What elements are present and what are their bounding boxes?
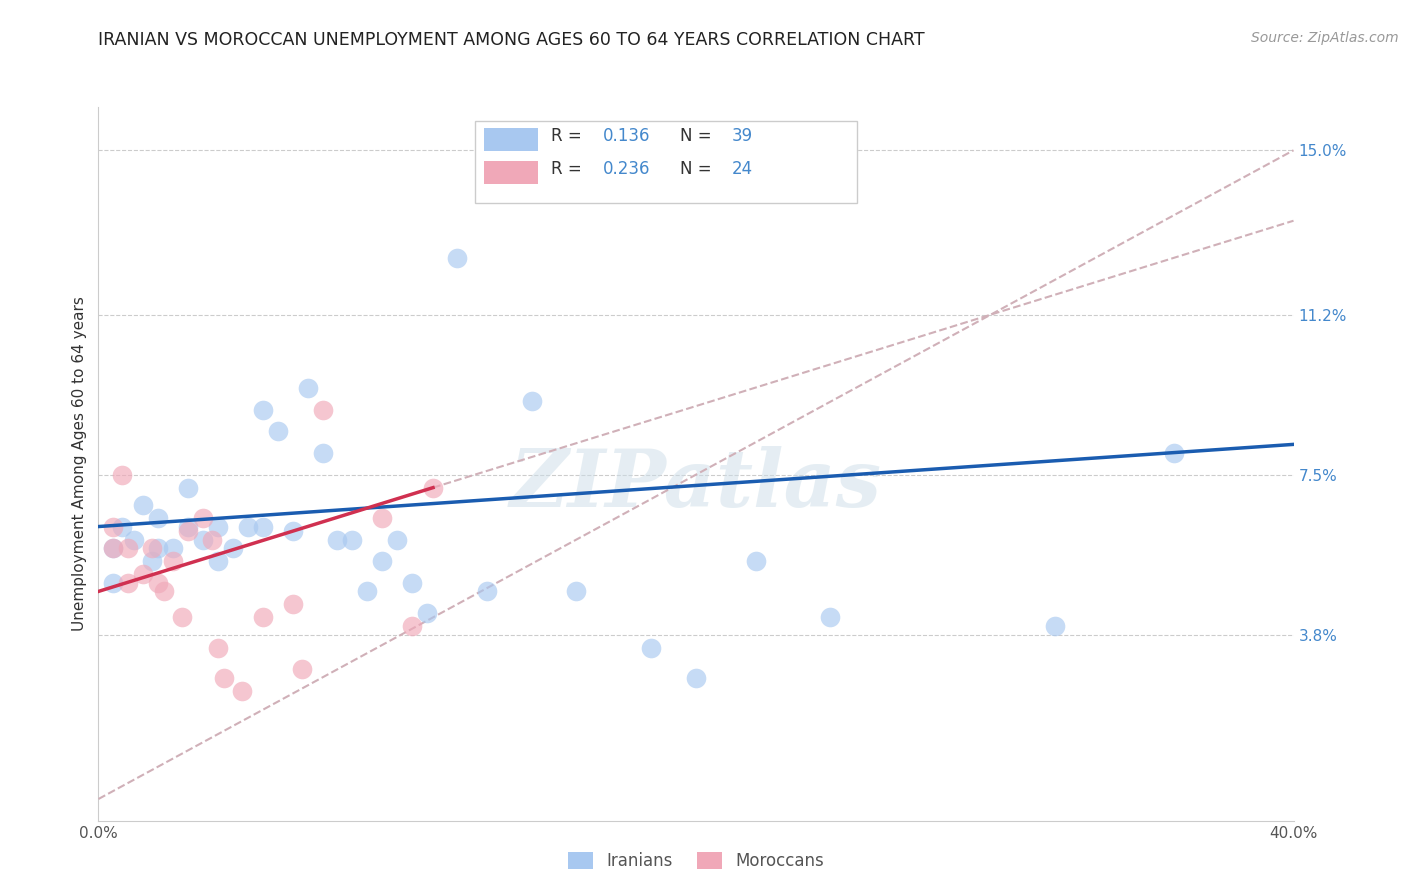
Text: 39: 39	[733, 127, 754, 145]
Point	[201, 533, 224, 547]
Point	[297, 381, 319, 395]
Point	[117, 575, 139, 590]
Text: 24: 24	[733, 161, 754, 178]
Point	[141, 554, 163, 568]
Point	[371, 511, 394, 525]
Text: N =: N =	[681, 127, 717, 145]
Point	[401, 575, 423, 590]
Point	[291, 662, 314, 676]
Point	[1043, 619, 1066, 633]
Point	[132, 498, 155, 512]
Point	[640, 640, 662, 655]
Point	[281, 598, 304, 612]
Point	[520, 394, 543, 409]
Point	[281, 524, 304, 538]
Point	[252, 402, 274, 417]
Legend: Iranians, Moroccans: Iranians, Moroccans	[561, 845, 831, 877]
Point	[685, 671, 707, 685]
Point	[207, 519, 229, 533]
Point	[252, 610, 274, 624]
Point	[371, 554, 394, 568]
Point	[422, 481, 444, 495]
Point	[124, 533, 146, 547]
Text: IRANIAN VS MOROCCAN UNEMPLOYMENT AMONG AGES 60 TO 64 YEARS CORRELATION CHART: IRANIAN VS MOROCCAN UNEMPLOYMENT AMONG A…	[98, 31, 925, 49]
Point	[191, 533, 214, 547]
Point	[141, 541, 163, 556]
Point	[177, 481, 200, 495]
Point	[103, 575, 125, 590]
Point	[177, 519, 200, 533]
FancyBboxPatch shape	[475, 121, 858, 203]
Text: N =: N =	[681, 161, 717, 178]
Point	[117, 541, 139, 556]
Point	[311, 402, 333, 417]
Point	[177, 524, 200, 538]
Text: ZIPatlas: ZIPatlas	[510, 447, 882, 524]
Point	[132, 567, 155, 582]
Point	[103, 519, 125, 533]
Point	[820, 610, 842, 624]
Point	[565, 584, 588, 599]
Point	[356, 584, 378, 599]
Point	[326, 533, 349, 547]
Y-axis label: Unemployment Among Ages 60 to 64 years: Unemployment Among Ages 60 to 64 years	[72, 296, 87, 632]
Point	[207, 640, 229, 655]
Point	[385, 533, 409, 547]
Point	[148, 541, 170, 556]
Point	[172, 610, 194, 624]
Point	[111, 467, 134, 482]
Point	[231, 684, 253, 698]
Point	[212, 671, 235, 685]
Point	[401, 619, 423, 633]
Text: R =: R =	[551, 127, 588, 145]
Point	[153, 584, 176, 599]
Point	[311, 446, 333, 460]
Text: Source: ZipAtlas.com: Source: ZipAtlas.com	[1251, 31, 1399, 45]
Point	[745, 554, 768, 568]
Point	[416, 606, 439, 620]
Point	[446, 252, 468, 266]
Point	[222, 541, 245, 556]
Text: 0.236: 0.236	[603, 161, 650, 178]
FancyBboxPatch shape	[485, 128, 538, 152]
Point	[162, 554, 184, 568]
Point	[475, 584, 498, 599]
Point	[148, 575, 170, 590]
Text: R =: R =	[551, 161, 588, 178]
Point	[267, 425, 290, 439]
Point	[236, 519, 259, 533]
Point	[191, 511, 214, 525]
Point	[162, 541, 184, 556]
Point	[207, 554, 229, 568]
Point	[252, 519, 274, 533]
Point	[1163, 446, 1185, 460]
Point	[342, 533, 364, 547]
Point	[111, 519, 134, 533]
Text: 0.136: 0.136	[603, 127, 650, 145]
FancyBboxPatch shape	[485, 161, 538, 184]
Point	[103, 541, 125, 556]
Point	[148, 511, 170, 525]
Point	[103, 541, 125, 556]
